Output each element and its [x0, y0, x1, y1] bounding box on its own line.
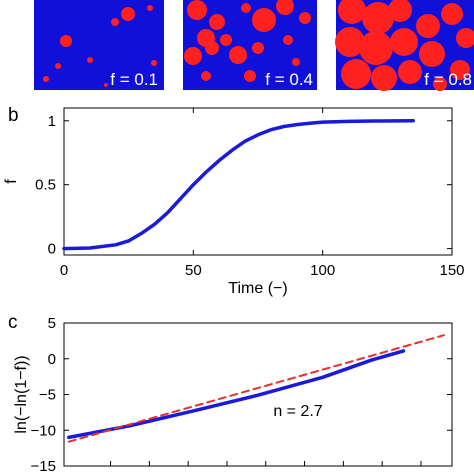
particle: [390, 28, 418, 56]
particle: [398, 60, 422, 84]
annotation-exponent: n = 2.7: [273, 403, 322, 420]
series-line-1: [67, 334, 445, 443]
particles: [335, 0, 474, 91]
particle: [441, 3, 463, 25]
particle: [283, 35, 293, 45]
particle: [111, 18, 119, 26]
particle: [371, 65, 397, 91]
y-tick-label: 0.5: [35, 177, 56, 194]
y-tick-label: 1: [48, 113, 56, 130]
x-tick-label: 150: [439, 262, 464, 279]
y-tick-label: −5: [39, 387, 56, 404]
series-line-0: [62, 119, 415, 251]
snapshot-f-0-8: f = 0.8: [335, 0, 474, 91]
particle: [121, 7, 135, 21]
y-tick-label: 5: [48, 315, 56, 332]
particle: [419, 41, 445, 67]
particle: [341, 59, 371, 89]
plot-frame: [63, 107, 453, 256]
y-tick-label: −10: [31, 422, 56, 439]
snapshot-f-0-4: f = 0.4: [183, 0, 317, 90]
particle: [299, 12, 311, 24]
particle: [205, 41, 219, 55]
particle: [87, 57, 93, 63]
snapshot-background: [34, 0, 164, 90]
particle: [276, 0, 294, 15]
x-tick-label: 100: [310, 262, 335, 279]
particle: [244, 70, 256, 82]
particle: [252, 8, 276, 32]
particle: [388, 0, 412, 22]
series-line-0: [67, 349, 406, 440]
snapshot-label: f = 0.4: [265, 70, 313, 89]
y-axis-label: f: [3, 179, 20, 184]
particle: [241, 3, 251, 13]
x-tick-label: 0: [60, 262, 68, 279]
particle: [201, 71, 211, 81]
particle: [184, 47, 202, 65]
y-tick-label: 0: [48, 241, 56, 258]
particles: [184, 0, 311, 82]
particle: [55, 63, 61, 69]
y-tick-label: −15: [31, 458, 56, 474]
panel-a-snapshots: f = 0.1 f = 0.4: [34, 0, 474, 91]
particle: [229, 46, 247, 64]
particle: [252, 42, 264, 54]
x-axis-label: Time (−): [228, 280, 287, 297]
y-axis-label: ln(−ln(1−f)): [13, 355, 30, 433]
particle: [338, 0, 366, 24]
particle: [362, 2, 394, 34]
particle: [43, 76, 49, 82]
particle: [187, 0, 207, 20]
panel-letter-b: b: [8, 105, 19, 126]
snapshot-label: f = 0.8: [424, 70, 472, 89]
chart-c: −15 −10 −5 0 5 ln(−ln(1−f)) n = 2.7: [13, 315, 453, 474]
particle: [335, 27, 365, 57]
particle: [450, 60, 470, 80]
particle: [104, 83, 108, 87]
panel-letter-c: c: [8, 312, 18, 333]
particle: [433, 77, 447, 91]
particle: [60, 35, 72, 47]
snapshot-f-0-1: f = 0.1: [34, 0, 164, 90]
particle: [220, 34, 232, 46]
y-tick-label: 0: [48, 351, 56, 368]
particle: [359, 31, 393, 65]
particle: [416, 14, 440, 38]
particle: [209, 14, 225, 30]
particle: [456, 28, 474, 48]
particles: [43, 5, 157, 87]
x-tick-label: 50: [185, 262, 202, 279]
particle: [292, 58, 300, 66]
particle: [147, 5, 153, 11]
particle: [151, 60, 157, 66]
chart-b: 0 50 100 150 0 0.5 1 Time (−) f: [3, 107, 465, 297]
snapshot-label: f = 0.1: [110, 70, 158, 89]
